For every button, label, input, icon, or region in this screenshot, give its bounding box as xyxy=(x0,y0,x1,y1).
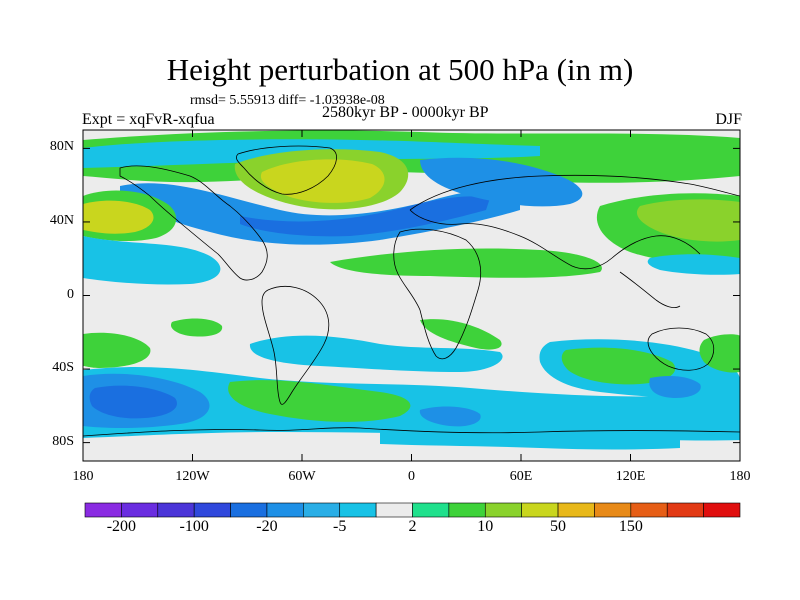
field-blue-strong-atlantic xyxy=(240,196,490,237)
colorbar-swatch xyxy=(339,502,377,518)
field-blue-southern-indian xyxy=(649,376,701,398)
colorbar-swatch xyxy=(557,502,595,518)
colorbar-tick-label: -20 xyxy=(256,518,278,535)
field-green-midlat-band xyxy=(330,248,602,278)
field-cyan-antarctic-patches xyxy=(380,429,680,450)
colorbar-swatch xyxy=(484,502,522,518)
colorbar-swatch xyxy=(157,502,195,518)
field-cyan-tropical-pacific xyxy=(647,254,740,275)
colorbar-swatch xyxy=(375,502,413,518)
colorbar-swatch xyxy=(84,502,122,518)
coast-eurasia xyxy=(409,174,740,270)
colorbar-tick-label: 10 xyxy=(477,518,494,535)
stats-line: rmsd= 5.55913 diff= -1.03938e-08 xyxy=(190,93,385,108)
figure-title: Height perturbation at 500 hPa (in m) xyxy=(166,52,634,87)
colorbar xyxy=(84,502,741,518)
field-blue-strong-southeast-pacific xyxy=(89,385,177,419)
colorbar-swatch xyxy=(193,502,231,518)
lat-tick-label: 80S xyxy=(52,433,74,449)
field-green-australia-east xyxy=(699,334,740,373)
colorbar-tick-label: 2 xyxy=(408,518,417,535)
colorbar-swatch xyxy=(703,502,741,518)
coast-southeast-asia xyxy=(619,271,681,308)
colorbar-swatch xyxy=(666,502,704,518)
period-label: 2580kyr BP - 0000kyr BP xyxy=(322,104,489,121)
colorbar-swatch xyxy=(121,502,159,518)
colorbar-tick-label: -100 xyxy=(179,518,209,535)
lat-tick-label: 80N xyxy=(49,139,74,155)
lon-tick-label: 60E xyxy=(509,469,533,484)
field-blue-europe xyxy=(420,157,583,207)
field-green-south-atlantic xyxy=(420,319,502,350)
coast-antarctica xyxy=(83,427,740,437)
field-cyan-north-pacific xyxy=(83,236,221,285)
field-green-southern-atlantic xyxy=(228,380,411,422)
field-cyan-south-africa xyxy=(419,406,481,427)
colorbar-swatch xyxy=(521,502,559,518)
field-yellow-pacific-west xyxy=(83,200,154,234)
field-green-south-pacific-patch xyxy=(170,318,223,337)
coast-south-america xyxy=(261,286,330,405)
lon-tick-label: 180 xyxy=(729,469,751,484)
lon-tick-label: 0 xyxy=(408,469,415,484)
field-cyan-south-america xyxy=(249,335,503,372)
season-label: DJF xyxy=(715,111,742,128)
colorbar-tick-label: -200 xyxy=(106,518,137,535)
colorbar-swatch xyxy=(448,502,486,518)
colorbar-swatch xyxy=(630,502,668,518)
field-yellow-asia-pacific xyxy=(636,199,740,242)
coastlines xyxy=(83,145,740,437)
coast-australia xyxy=(647,327,715,371)
colorbar-tick-label: 150 xyxy=(618,518,643,535)
axis-ticks xyxy=(82,130,741,461)
lat-tick-label: 0 xyxy=(67,286,74,302)
lon-tick-label: 60W xyxy=(288,469,316,484)
colorbar-swatch xyxy=(230,502,268,518)
lat-tick-label: 40S xyxy=(52,360,74,376)
field-green-indian-ocean xyxy=(561,347,676,385)
colorbar-tick-label: -5 xyxy=(333,518,347,535)
colorbar-swatch xyxy=(412,502,450,518)
field-green-east-pacific xyxy=(83,332,151,368)
colorbar-tick-label: 50 xyxy=(550,518,567,535)
lat-tick-label: 40N xyxy=(49,212,74,228)
lon-tick-label: 120W xyxy=(175,469,210,484)
colorbar-swatch xyxy=(266,502,304,518)
colorbar-swatch xyxy=(594,502,632,518)
lon-tick-label: 120E xyxy=(615,469,646,484)
coast-africa xyxy=(393,228,482,360)
coast-north-america xyxy=(119,165,268,281)
coast-greenland xyxy=(236,145,337,195)
experiment-label: Expt = xqFvR-xqfua xyxy=(82,111,215,128)
colorbar-swatch xyxy=(303,502,341,518)
lon-tick-label: 180 xyxy=(72,469,94,484)
